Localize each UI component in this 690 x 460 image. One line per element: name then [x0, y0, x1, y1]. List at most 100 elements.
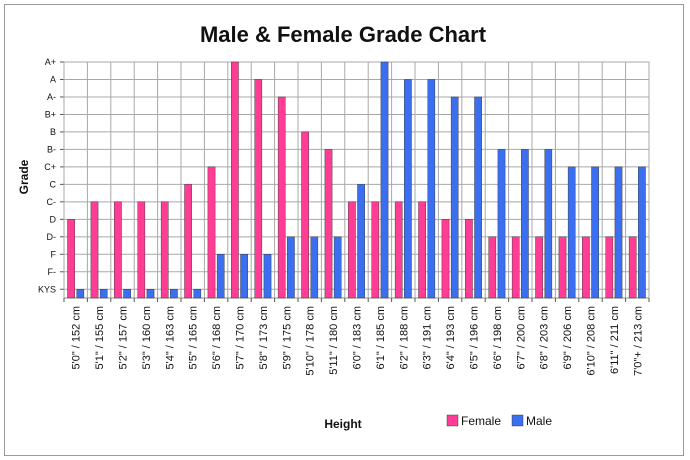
y-tick-label: KYS — [38, 284, 56, 294]
bar-female — [207, 166, 216, 299]
x-tick-label: 6'11" / 211 cm — [609, 306, 621, 374]
y-tick-label: A- — [47, 92, 56, 102]
bar-female — [137, 201, 146, 299]
x-tick-label: 5'2" / 157 cm — [118, 306, 130, 369]
bar-male — [474, 96, 482, 299]
x-tick-label: 6'4" / 193 cm — [445, 306, 457, 369]
bar-male — [380, 61, 389, 299]
bar-male — [497, 149, 506, 299]
bar-male — [450, 96, 459, 299]
bar-male — [310, 236, 319, 299]
y-tick-label: D- — [47, 232, 57, 242]
x-tick-label: 5'3" / 160 cm — [141, 306, 153, 369]
bar-female — [67, 219, 75, 299]
x-tick-label: 5'4" / 163 cm — [164, 306, 176, 369]
x-tick-label: 6'9" / 206 cm — [562, 306, 574, 369]
x-axis-ticks: 5'0" / 152 cm 5'1" / 155 cm 5'2" / 157 cm 5… — [71, 306, 645, 376]
y-tick-label: A+ — [45, 57, 56, 67]
x-tick-label: 5'0" / 152 cm — [71, 306, 83, 369]
bar-female — [254, 79, 263, 299]
bar-female — [301, 131, 309, 299]
bar-male — [287, 236, 295, 299]
y-axis-title: Grade — [17, 159, 31, 194]
y-tick-label: F — [51, 249, 57, 259]
x-tick-label: 5'8" / 173 cm — [258, 306, 270, 369]
bars — [67, 61, 646, 299]
bar-male — [99, 289, 108, 299]
x-tick-label: 5'7" / 170 cm — [235, 306, 247, 369]
legend-swatch-female — [446, 414, 459, 427]
y-tick-label: D — [50, 214, 57, 224]
bar-female — [418, 201, 426, 299]
bar-female — [394, 201, 403, 299]
bar-female — [511, 236, 520, 299]
bar-male — [638, 166, 646, 299]
bar-male — [521, 149, 529, 299]
bar-female — [114, 201, 122, 299]
x-tick-label: 5'5" / 165 cm — [188, 306, 200, 369]
x-tick-label: 6'5" / 196 cm — [469, 306, 481, 369]
y-tick-label: A — [50, 74, 56, 84]
bar-female — [441, 219, 450, 299]
bar-male — [216, 254, 225, 299]
y-tick-label: C+ — [44, 162, 56, 172]
legend-swatch-male — [511, 414, 524, 427]
bar-male — [614, 166, 623, 299]
bar-female — [348, 201, 356, 299]
x-tick-label: 5'10" / 178 cm — [305, 306, 317, 376]
bar-female — [558, 236, 567, 299]
bar-female — [160, 201, 169, 299]
bar-male — [404, 79, 412, 299]
x-tick-label: 6'7" / 200 cm — [515, 306, 527, 369]
legend-label-female: Female — [461, 414, 501, 428]
x-tick-label: 7'0"+ / 213 cm — [632, 306, 644, 376]
bar-female — [535, 236, 543, 299]
legend: Female Male — [446, 414, 552, 428]
bar-female — [488, 236, 497, 299]
x-tick-label: 5'1" / 155 cm — [94, 306, 106, 369]
bar-male — [591, 166, 599, 299]
bar-male — [170, 289, 178, 299]
x-tick-label: 5'9" / 175 cm — [281, 306, 293, 369]
bar-female — [324, 149, 333, 299]
x-tick-label: 6'0" / 183 cm — [352, 306, 364, 369]
legend-label-male: Male — [526, 414, 552, 428]
bar-male — [123, 289, 131, 299]
y-tick-label: F- — [48, 267, 57, 277]
x-tick-label: 6'8" / 203 cm — [539, 306, 551, 369]
x-tick-label: 6'3" / 191 cm — [422, 306, 434, 369]
bar-female — [90, 201, 99, 299]
bar-female — [465, 219, 473, 299]
bar-male — [193, 289, 202, 299]
x-tick-label: 6'10" / 208 cm — [586, 306, 598, 376]
bar-male — [544, 149, 553, 299]
bar-male — [357, 184, 365, 299]
y-axis-ticks: KYS F- F D- D C- C C+ B- B B+ A- A A+ — [38, 57, 57, 294]
bar-female — [628, 236, 637, 299]
bar-female — [371, 201, 380, 299]
bar-male — [567, 166, 576, 299]
y-tick-label: B+ — [45, 109, 56, 119]
x-tick-label: 5'6" / 168 cm — [211, 306, 223, 369]
bar-male — [333, 236, 342, 299]
bar-male — [146, 289, 155, 299]
y-tick-label: C- — [47, 197, 57, 207]
chart-title: Male & Female Grade Chart — [200, 22, 487, 47]
bar-female — [184, 184, 192, 299]
y-tick-label: C — [50, 179, 57, 189]
bar-female — [582, 236, 590, 299]
bar-female — [605, 236, 614, 299]
y-tick-label: B- — [47, 144, 56, 154]
x-axis-title: Height — [324, 417, 361, 431]
x-tick-label: 5'11" / 180 cm — [328, 306, 340, 375]
x-tick-label: 6'1" / 185 cm — [375, 306, 387, 369]
bar-male — [76, 289, 85, 299]
y-tick-label: B — [50, 127, 56, 137]
x-tick-label: 6'6" / 198 cm — [492, 306, 504, 369]
bar-male — [427, 79, 436, 299]
bar-female — [231, 61, 239, 299]
bar-male — [263, 254, 272, 299]
x-tick-label: 6'2" / 188 cm — [398, 306, 410, 369]
bar-female — [277, 96, 286, 299]
